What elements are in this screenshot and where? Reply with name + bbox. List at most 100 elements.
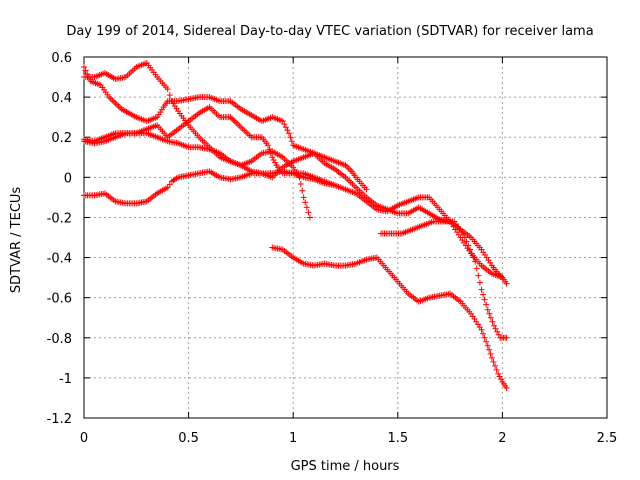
data-point [492, 362, 499, 369]
series-arc-7 [378, 218, 510, 341]
data-point [81, 64, 87, 71]
data-point [302, 199, 309, 206]
data-point [107, 95, 114, 102]
data-point [266, 146, 273, 153]
data-point [113, 101, 120, 108]
data-point [498, 376, 505, 383]
data-point [281, 121, 288, 128]
data-points [81, 60, 510, 391]
axis-ticks: 0 0.5 1 1.5 2 2.5 0.6 0.4 0.2 0 -0.2 -0.4 -0.6 -0.8 -1… [47, 51, 618, 446]
data-point [300, 194, 307, 201]
data-point [233, 119, 240, 126]
data-point [234, 121, 241, 128]
data-point [282, 124, 289, 131]
data-point [286, 130, 293, 137]
data-point [472, 258, 479, 265]
data-point [332, 182, 339, 189]
data-point [267, 150, 274, 157]
data-point [115, 103, 122, 110]
x-axis-title: GPS time / hours [291, 459, 400, 474]
data-point [478, 286, 485, 293]
data-point [487, 314, 494, 321]
data-point [284, 127, 291, 134]
data-point [270, 156, 277, 163]
data-point [466, 246, 473, 253]
data-point [461, 234, 468, 241]
data-point [288, 138, 295, 145]
data-point [495, 331, 502, 338]
plot-border [83, 56, 608, 419]
chart-title: Day 199 of 2014, Sidereal Day-to-day VTE… [66, 24, 593, 39]
y-axis-title: SDTVAR / TECUs [9, 187, 24, 294]
data-point [480, 291, 487, 298]
series-arc-4 [81, 130, 370, 193]
data-point [287, 134, 294, 141]
y-tick-label: 0.4 [51, 91, 72, 106]
data-point [345, 165, 352, 172]
data-point [110, 98, 117, 105]
x-tick-label: 2.5 [597, 431, 618, 446]
data-point [484, 342, 491, 349]
data-point [483, 301, 490, 308]
data-point [486, 310, 493, 317]
y-tick-label: -1 [59, 372, 72, 387]
data-point [488, 354, 495, 361]
data-point [463, 238, 470, 245]
data-point [265, 142, 272, 149]
data-point [272, 159, 279, 166]
x-tick-label: 0 [80, 431, 88, 446]
data-point [475, 272, 482, 279]
data-point [82, 67, 89, 74]
data-point [503, 384, 510, 391]
data-point [480, 330, 487, 337]
data-point [484, 306, 491, 313]
series-arc-6 [269, 244, 510, 391]
data-point [473, 265, 480, 272]
data-point [85, 74, 92, 81]
data-point [112, 100, 119, 107]
data-point [487, 350, 494, 357]
data-point [499, 274, 506, 281]
data-point [297, 181, 304, 188]
data-point [483, 338, 490, 345]
data-point [299, 187, 306, 194]
data-point [164, 86, 171, 93]
grid-lines [84, 57, 607, 418]
data-point [491, 322, 498, 329]
data-point [269, 154, 276, 161]
data-point [230, 116, 237, 123]
data-point [166, 92, 173, 99]
data-point [231, 118, 238, 125]
data-point [503, 334, 510, 341]
data-point [166, 181, 173, 188]
data-point [363, 186, 370, 193]
data-point [496, 373, 503, 380]
y-tick-label: 0 [64, 171, 72, 186]
data-point [490, 358, 497, 365]
data-point [476, 279, 483, 286]
y-tick-label: 0.2 [51, 131, 72, 146]
data-point [279, 118, 286, 125]
y-tick-label: -0.2 [47, 211, 72, 226]
y-tick-label: 0.6 [51, 51, 72, 66]
data-point [478, 326, 485, 333]
data-point [305, 209, 312, 216]
data-point [481, 296, 488, 303]
data-point [347, 166, 354, 173]
data-point [227, 114, 234, 121]
x-tick-label: 1 [289, 431, 297, 446]
data-point [470, 254, 477, 261]
data-point [493, 366, 500, 373]
y-tick-label: -1.2 [47, 412, 72, 427]
data-point [164, 184, 171, 191]
data-point [236, 122, 243, 129]
y-tick-label: -0.6 [47, 292, 72, 307]
data-point [468, 250, 475, 257]
series-arc-5 [81, 168, 339, 207]
series-arc-1 [81, 60, 313, 221]
data-point [228, 115, 235, 122]
data-point [492, 325, 499, 332]
y-tick-label: -0.8 [47, 332, 72, 347]
data-point [306, 214, 313, 221]
